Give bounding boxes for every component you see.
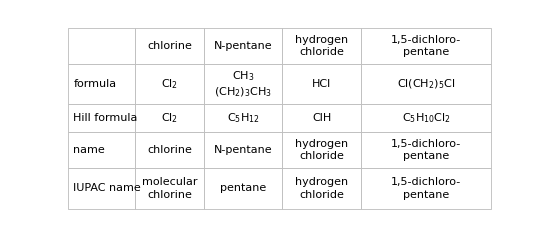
Bar <box>361 104 491 132</box>
Bar <box>68 104 135 132</box>
Bar <box>282 64 361 104</box>
Text: Cl$_2$: Cl$_2$ <box>161 77 178 91</box>
Bar <box>68 168 135 209</box>
Bar <box>282 168 361 209</box>
Text: Cl$_2$: Cl$_2$ <box>161 111 178 125</box>
Bar <box>135 104 204 132</box>
Text: chlorine: chlorine <box>147 41 192 51</box>
Text: formula: formula <box>73 79 116 89</box>
Text: 1,5-dichloro-
pentane: 1,5-dichloro- pentane <box>391 35 461 58</box>
Text: Hill formula: Hill formula <box>73 113 138 123</box>
Bar <box>135 64 204 104</box>
Bar <box>204 28 282 64</box>
Text: Cl(CH$_2$)$_5$Cl: Cl(CH$_2$)$_5$Cl <box>397 78 455 91</box>
Text: hydrogen
chloride: hydrogen chloride <box>295 139 348 161</box>
Bar <box>68 132 135 168</box>
Bar <box>204 104 282 132</box>
Text: C$_5$H$_{12}$: C$_5$H$_{12}$ <box>227 111 259 125</box>
Bar <box>361 28 491 64</box>
Bar <box>68 28 135 64</box>
Text: IUPAC name: IUPAC name <box>73 183 141 193</box>
Bar <box>361 132 491 168</box>
Bar <box>282 132 361 168</box>
Text: pentane: pentane <box>220 183 266 193</box>
Bar <box>135 132 204 168</box>
Text: hydrogen
chloride: hydrogen chloride <box>295 35 348 58</box>
Text: ClH: ClH <box>312 113 331 123</box>
Text: 1,5-dichloro-
pentane: 1,5-dichloro- pentane <box>391 177 461 200</box>
Bar <box>361 64 491 104</box>
Bar <box>68 64 135 104</box>
Bar <box>282 104 361 132</box>
Text: chlorine: chlorine <box>147 145 192 155</box>
Bar <box>361 168 491 209</box>
Text: CH$_3$
(CH$_2$)$_3$CH$_3$: CH$_3$ (CH$_2$)$_3$CH$_3$ <box>214 69 272 99</box>
Bar <box>204 168 282 209</box>
Text: N-pentane: N-pentane <box>214 41 272 51</box>
Text: HCl: HCl <box>312 79 331 89</box>
Text: C$_5$H$_{10}$Cl$_2$: C$_5$H$_{10}$Cl$_2$ <box>401 111 450 125</box>
Bar <box>204 132 282 168</box>
Bar <box>204 64 282 104</box>
Bar <box>135 168 204 209</box>
Bar <box>282 28 361 64</box>
Bar <box>135 28 204 64</box>
Text: name: name <box>73 145 105 155</box>
Text: N-pentane: N-pentane <box>214 145 272 155</box>
Text: molecular
chlorine: molecular chlorine <box>142 177 197 200</box>
Text: hydrogen
chloride: hydrogen chloride <box>295 177 348 200</box>
Text: 1,5-dichloro-
pentane: 1,5-dichloro- pentane <box>391 139 461 161</box>
